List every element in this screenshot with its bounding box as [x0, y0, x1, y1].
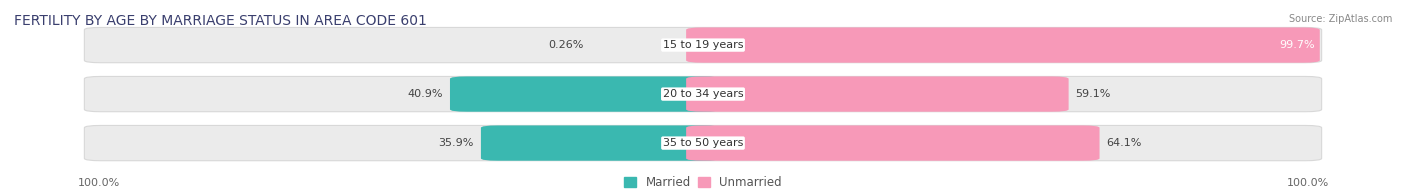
FancyBboxPatch shape — [699, 30, 704, 61]
Text: 100.0%: 100.0% — [1286, 178, 1329, 188]
FancyBboxPatch shape — [450, 76, 720, 112]
Text: 40.9%: 40.9% — [408, 89, 443, 99]
FancyBboxPatch shape — [686, 125, 1099, 161]
Text: Source: ZipAtlas.com: Source: ZipAtlas.com — [1288, 14, 1392, 24]
Text: 15 to 19 years: 15 to 19 years — [662, 40, 744, 50]
Text: 20 to 34 years: 20 to 34 years — [662, 89, 744, 99]
Text: 59.1%: 59.1% — [1076, 89, 1111, 99]
Text: 0.26%: 0.26% — [548, 40, 583, 50]
Legend: Married, Unmarried: Married, Unmarried — [620, 172, 786, 194]
FancyBboxPatch shape — [481, 125, 720, 161]
FancyBboxPatch shape — [84, 27, 1322, 63]
FancyBboxPatch shape — [686, 76, 1069, 112]
Text: 64.1%: 64.1% — [1107, 138, 1142, 148]
Text: FERTILITY BY AGE BY MARRIAGE STATUS IN AREA CODE 601: FERTILITY BY AGE BY MARRIAGE STATUS IN A… — [14, 14, 427, 28]
FancyBboxPatch shape — [84, 76, 1322, 112]
FancyBboxPatch shape — [84, 125, 1322, 161]
Text: 100.0%: 100.0% — [77, 178, 120, 188]
FancyBboxPatch shape — [686, 27, 1320, 63]
Text: 35.9%: 35.9% — [439, 138, 474, 148]
Text: 99.7%: 99.7% — [1279, 40, 1315, 50]
Text: 35 to 50 years: 35 to 50 years — [662, 138, 744, 148]
